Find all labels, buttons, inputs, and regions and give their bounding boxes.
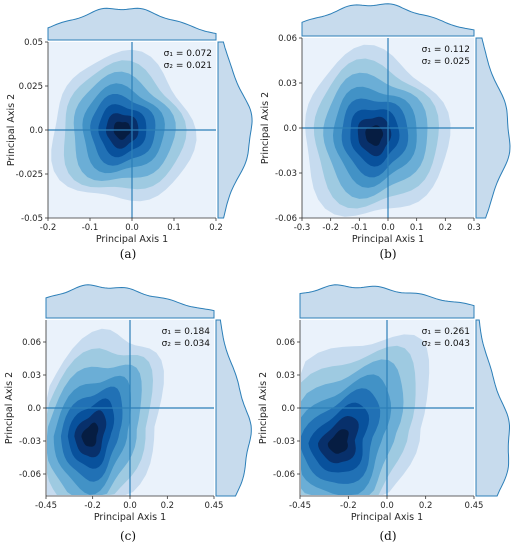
x-tick-label: 0.0 <box>380 501 394 511</box>
y-tick-label: -0.025 <box>16 170 43 180</box>
y-tick-label: 0.06 <box>22 338 41 348</box>
x-axis-label: Principal Axis 1 <box>351 512 423 523</box>
marginal-kde-right <box>215 319 252 497</box>
x-axis-label: Principal Axis 1 <box>352 234 424 245</box>
x-tick-label: -0.2 <box>84 501 101 511</box>
panel-a: -0.2 -0.1 0.0 0.1 0.2 -0.05 -0.025 0.0 0.025 0.05… <box>6 7 253 261</box>
marginal-kde-right <box>475 319 510 497</box>
x-tick-label: 0.2 <box>161 501 175 511</box>
panel-c: -0.45 -0.2 0.0 0.2 0.45 -0.06 -0.03 0.0 0.03 0.06… <box>4 284 252 543</box>
marginal-kde-right <box>475 37 511 219</box>
contour-level <box>113 121 131 140</box>
marginal-kde-right <box>217 41 253 219</box>
marginal-kde-top <box>299 284 475 319</box>
y-tick-label: -0.03 <box>19 437 41 447</box>
y-tick-label: -0.06 <box>275 214 297 224</box>
y-tick-label: 0.0 <box>283 124 297 134</box>
x-axis-label: Principal Axis 1 <box>96 234 168 245</box>
x-tick-label: 0.2 <box>419 501 433 511</box>
x-tick-label: 0.0 <box>125 223 139 233</box>
sigma1-label: σ₁ = 0.072 <box>164 49 212 59</box>
x-tick-label: -0.2 <box>40 223 57 233</box>
y-axis-label: Principal Axis 2 <box>6 94 17 166</box>
panel-b: -0.3 -0.2 -0.1 0.0 0.1 0.2 0.3 -0.06 -0.03 0.0 0.0… <box>260 3 511 261</box>
x-tick-label: -0.1 <box>351 223 368 233</box>
x-tick-label: -0.2 <box>340 501 357 511</box>
x-tick-label: -0.2 <box>322 223 339 233</box>
y-tick-label: -0.06 <box>19 470 41 480</box>
x-tick-label: 0.45 <box>205 501 224 511</box>
y-tick-label: 0.03 <box>276 371 295 381</box>
y-tick-label: -0.05 <box>21 214 43 224</box>
y-axis-label: Principal Axis 2 <box>4 372 15 444</box>
marginal-kde-top <box>301 3 475 37</box>
x-tick-label: 0.1 <box>410 223 424 233</box>
y-tick-label: 0.03 <box>278 79 297 89</box>
sigma1-label: σ₁ = 0.112 <box>422 45 470 55</box>
sigma2-label: σ₂ = 0.025 <box>422 57 470 67</box>
x-tick-label: -0.45 <box>35 501 57 511</box>
y-tick-label: -0.06 <box>273 470 295 480</box>
contour-level <box>365 125 384 146</box>
x-tick-label: 0.0 <box>381 223 395 233</box>
x-tick-label: 0.0 <box>123 501 137 511</box>
y-axis-label: Principal Axis 2 <box>258 372 269 444</box>
sigma2-label: σ₂ = 0.021 <box>164 61 212 71</box>
panel-caption: (c) <box>120 529 136 543</box>
y-tick-label: -0.03 <box>273 437 295 447</box>
x-tick-label: 0.2 <box>209 223 223 233</box>
marginal-kde-top <box>47 7 217 41</box>
sigma1-label: σ₁ = 0.261 <box>422 327 470 337</box>
y-tick-label: 0.06 <box>278 34 297 44</box>
y-tick-label: 0.05 <box>24 38 43 48</box>
x-tick-label: -0.3 <box>294 223 311 233</box>
y-tick-label: 0.0 <box>29 126 43 136</box>
panel-d: -0.45 -0.2 0.0 0.2 0.45 -0.06 -0.03 0.0 0.03 0.06… <box>258 284 510 543</box>
y-axis-label: Principal Axis 2 <box>260 92 271 164</box>
contour-level <box>327 429 349 454</box>
y-tick-label: 0.0 <box>27 404 41 414</box>
y-tick-label: 0.06 <box>276 338 295 348</box>
x-axis-label: Principal Axis 1 <box>94 512 166 523</box>
x-tick-label: 0.3 <box>467 223 481 233</box>
sigma2-label: σ₂ = 0.043 <box>422 339 470 349</box>
panel-caption: (d) <box>379 529 396 543</box>
panel-caption: (b) <box>379 247 396 261</box>
x-tick-label: -0.1 <box>82 223 99 233</box>
y-tick-label: -0.03 <box>275 169 297 179</box>
y-tick-label: 0.03 <box>22 371 41 381</box>
y-tick-label: 0.025 <box>19 82 43 92</box>
marginal-kde-top <box>45 284 215 319</box>
panel-caption: (a) <box>120 247 137 261</box>
sigma1-label: σ₁ = 0.184 <box>162 327 211 337</box>
y-tick-label: 0.0 <box>281 404 295 414</box>
sigma2-label: σ₂ = 0.034 <box>162 339 211 349</box>
x-tick-label: -0.45 <box>289 501 311 511</box>
contour-level <box>81 422 99 447</box>
x-tick-label: 0.2 <box>439 223 453 233</box>
x-tick-label: 0.45 <box>465 501 484 511</box>
x-tick-label: 0.1 <box>167 223 181 233</box>
